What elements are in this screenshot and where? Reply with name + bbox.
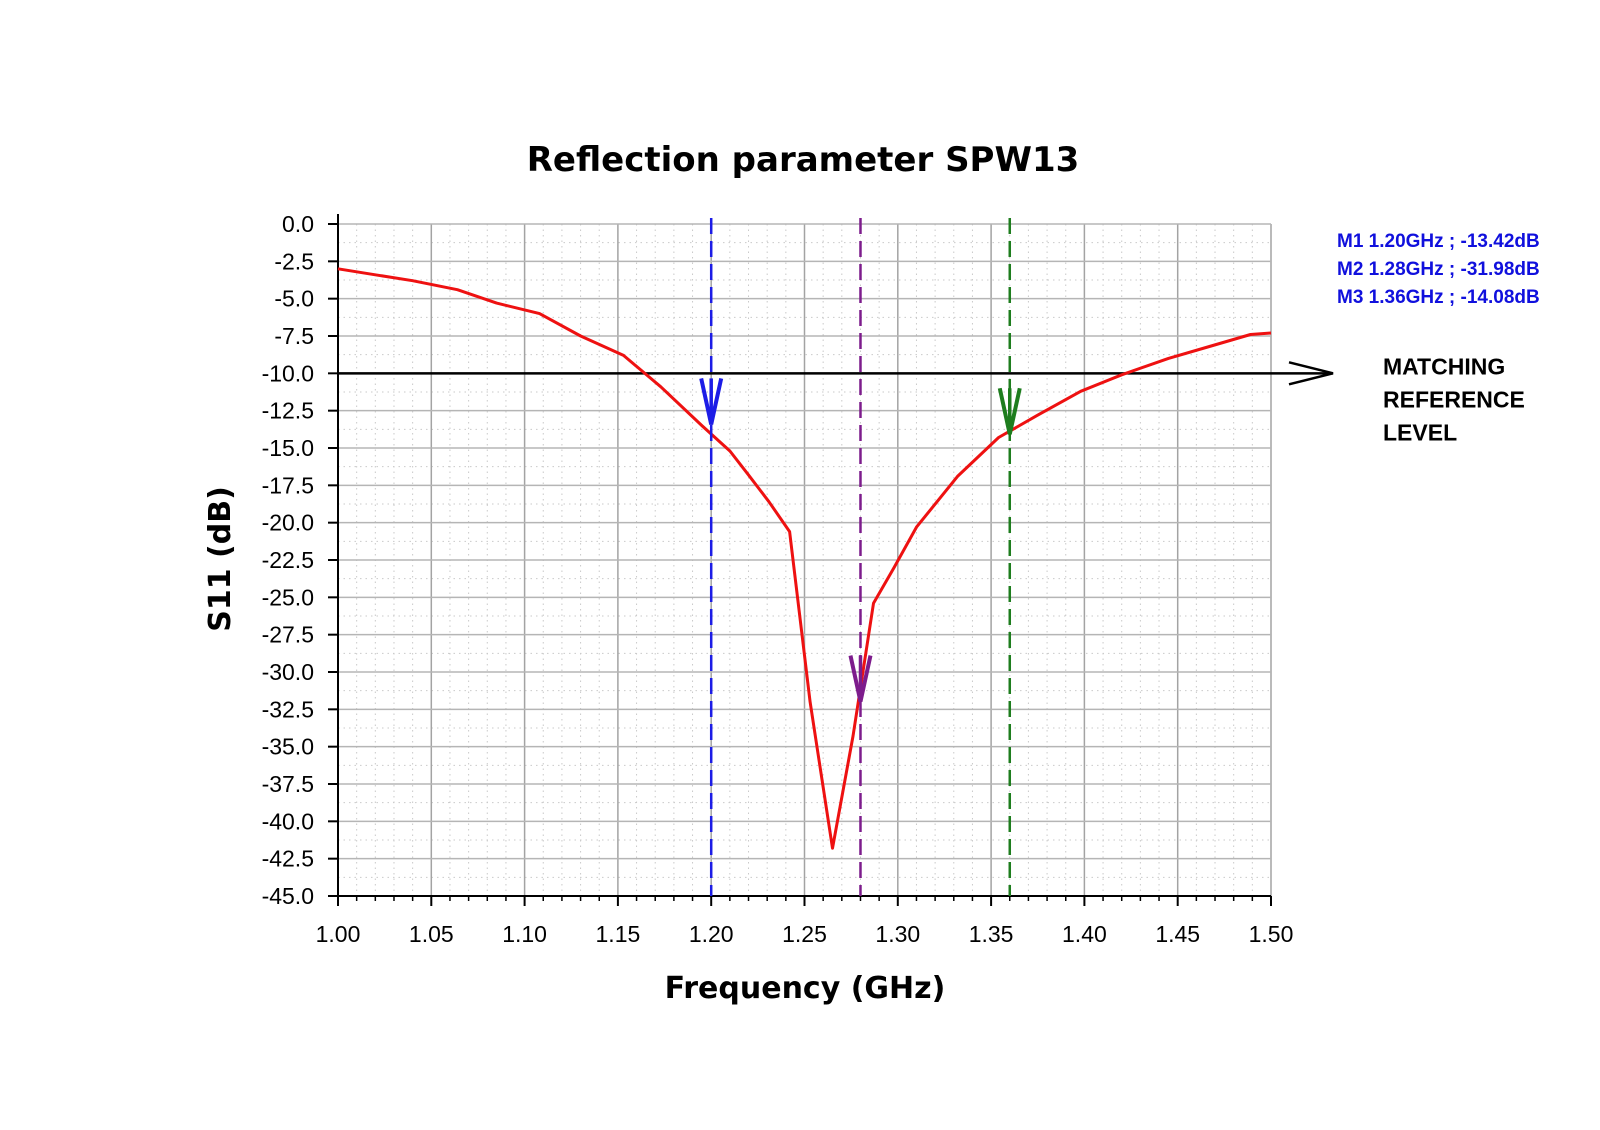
major-grid: [337, 223, 1272, 897]
chart-title: Reflection parameter SPW13: [527, 140, 1080, 180]
marker-arrow-head-m2: [848, 655, 873, 702]
y-tick-label: -45.0: [262, 883, 314, 909]
y-tick-label: 0.0: [282, 211, 314, 237]
axis-ticks: [328, 223, 1272, 906]
y-tick-label: -7.5: [274, 323, 314, 349]
x-tick-label: 1.45: [1155, 921, 1200, 947]
reference-label: REFERENCE: [1383, 386, 1525, 412]
x-tick-labels: 1.00 1.05 1.10 1.15 1.20 1.25 1.30 1.35 1.40 1.45…: [316, 921, 1294, 947]
y-tick-label: -15.0: [262, 435, 314, 461]
x-tick-label: 1.15: [596, 921, 641, 947]
x-tick-label: 1.40: [1062, 921, 1107, 947]
y-tick-label: -25.0: [262, 584, 314, 610]
y-axis-title: S11 (dB): [203, 486, 238, 632]
marker-arrow-head-m3: [997, 387, 1022, 435]
y-tick-label: -22.5: [262, 547, 314, 573]
x-tick-label: 1.10: [502, 921, 547, 947]
y-tick-label: -35.0: [262, 734, 314, 760]
reference-label: LEVEL: [1383, 419, 1457, 445]
y-tick-label: -5.0: [274, 286, 314, 312]
y-tick-label: -40.0: [262, 808, 314, 834]
x-tick-label: 1.30: [875, 921, 920, 947]
reference-layer: MATCHING REFERENCE LEVEL: [338, 353, 1525, 445]
y-tick-label: -42.5: [262, 846, 314, 872]
x-tick-label: 1.05: [409, 921, 454, 947]
x-tick-label: 1.20: [689, 921, 734, 947]
s11-curve: [337, 267, 1272, 850]
x-tick-label: 1.25: [782, 921, 827, 947]
y-tick-label: -12.5: [262, 398, 314, 424]
x-tick-label: 1.35: [969, 921, 1014, 947]
y-tick-label: -27.5: [262, 622, 314, 648]
series-layer: [337, 267, 1272, 850]
marker-readout-m1: M1 1.20GHz ; -13.42dB: [1337, 231, 1540, 252]
reference-label: MATCHING: [1383, 353, 1505, 379]
x-tick-label: 1.00: [316, 921, 361, 947]
x-axis-title: Frequency (GHz): [665, 971, 946, 1006]
reference-arrow-head: [1288, 361, 1334, 386]
x-tick-label: 1.50: [1249, 921, 1294, 947]
marker-readouts: M1 1.20GHz ; -13.42dB M2 1.28GHz ; -31.98…: [1337, 231, 1540, 308]
y-tick-label: -10.0: [262, 360, 314, 386]
y-tick-label: -32.5: [262, 696, 314, 722]
y-tick-label: -37.5: [262, 771, 314, 797]
marker-arrow-head-m1: [699, 377, 724, 425]
marker-layer: [699, 218, 1022, 896]
y-tick-labels: 0.0 -2.5 -5.0 -7.5 -10.0 -12.5 -15.0 -17.5 -20.0…: [262, 211, 314, 909]
y-tick-label: -17.5: [262, 472, 314, 498]
y-tick-label: -30.0: [262, 659, 314, 685]
y-tick-label: -20.0: [262, 510, 314, 536]
marker-readout-m2: M2 1.28GHz ; -31.98dB: [1337, 259, 1540, 280]
y-tick-label: -2.5: [274, 248, 314, 274]
marker-readout-m3: M3 1.36GHz ; -14.08dB: [1337, 287, 1540, 308]
